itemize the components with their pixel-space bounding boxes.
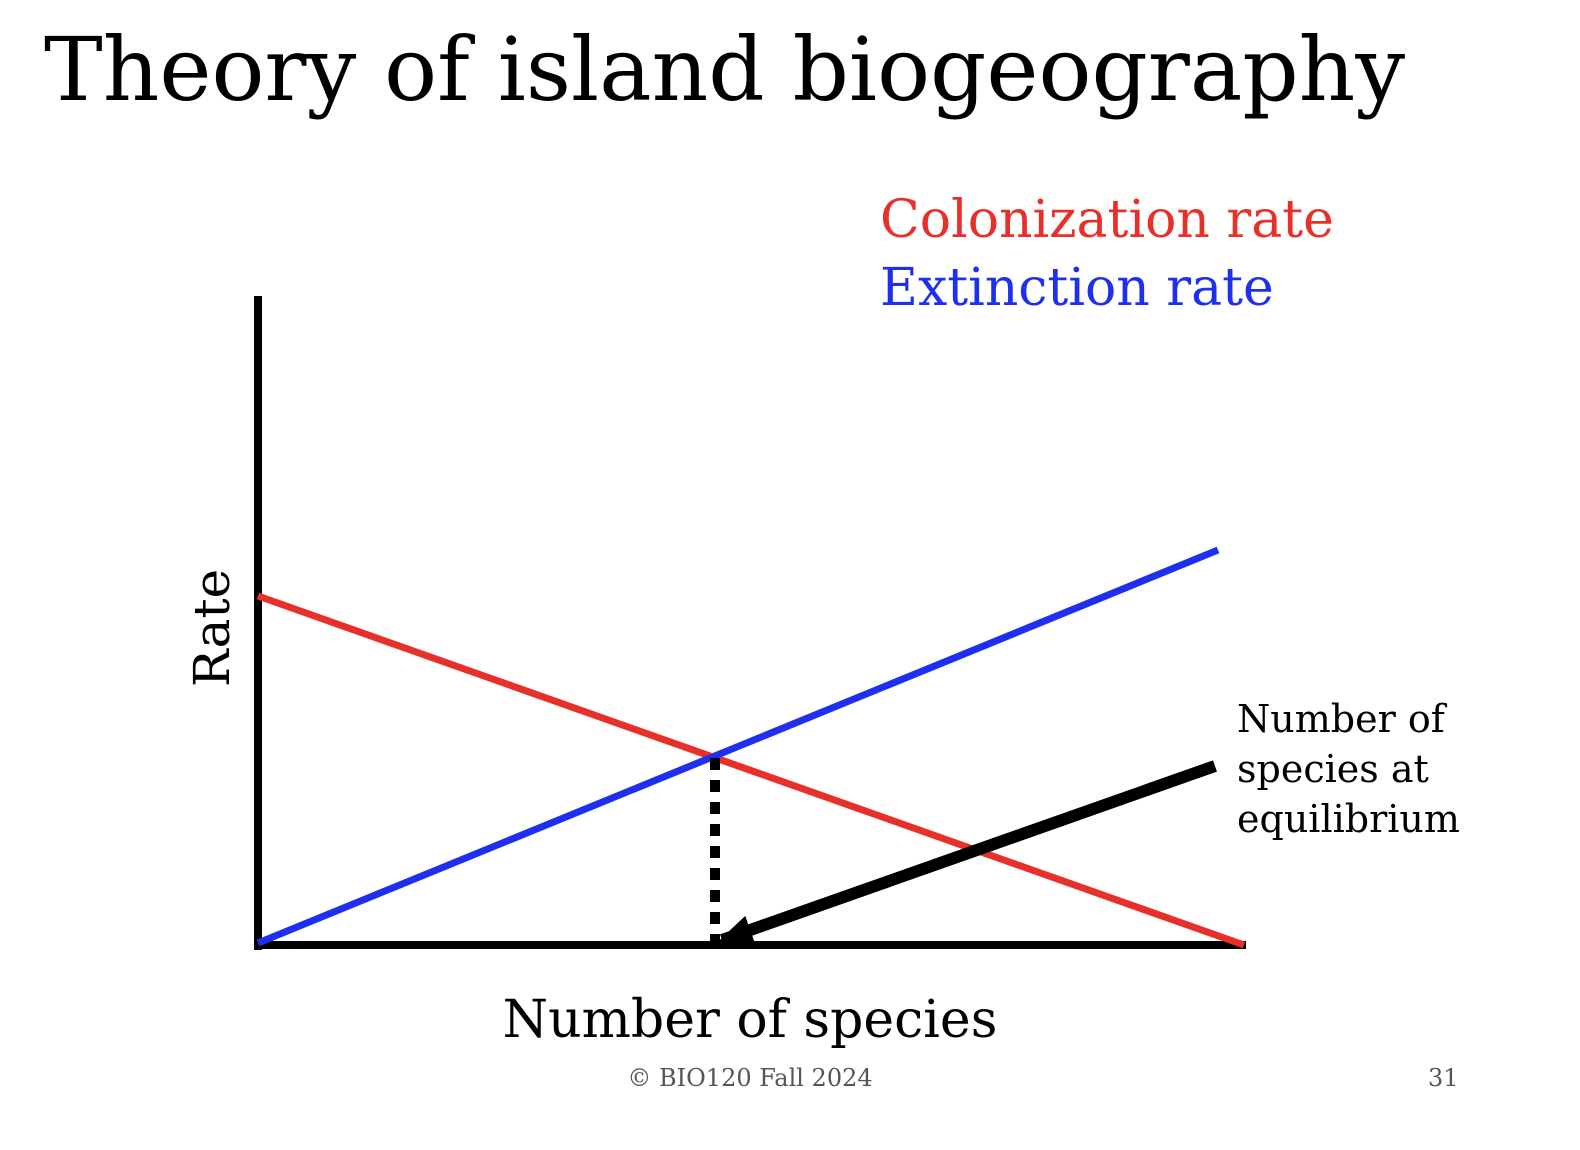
y-axis-label: Rate <box>183 568 241 688</box>
slide-title: Theory of island biogeography <box>44 18 1406 121</box>
page-number: 31 <box>1428 1064 1459 1092</box>
extinction-rate-line <box>256 546 1220 947</box>
equilibrium-arrow <box>718 760 1217 946</box>
footer-copyright: © BIO120 Fall 2024 <box>627 1064 873 1092</box>
equilibrium-annotation: Number of species at equilibrium <box>1237 697 1460 841</box>
x-axis-label: Number of species <box>502 990 998 1050</box>
colonization-rate-line <box>256 592 1246 949</box>
legend: Colonization rate Extinction rate <box>880 186 1334 322</box>
legend-extinction-rate: Extinction rate <box>880 258 1274 318</box>
legend-colonization-rate: Colonization rate <box>880 190 1334 250</box>
